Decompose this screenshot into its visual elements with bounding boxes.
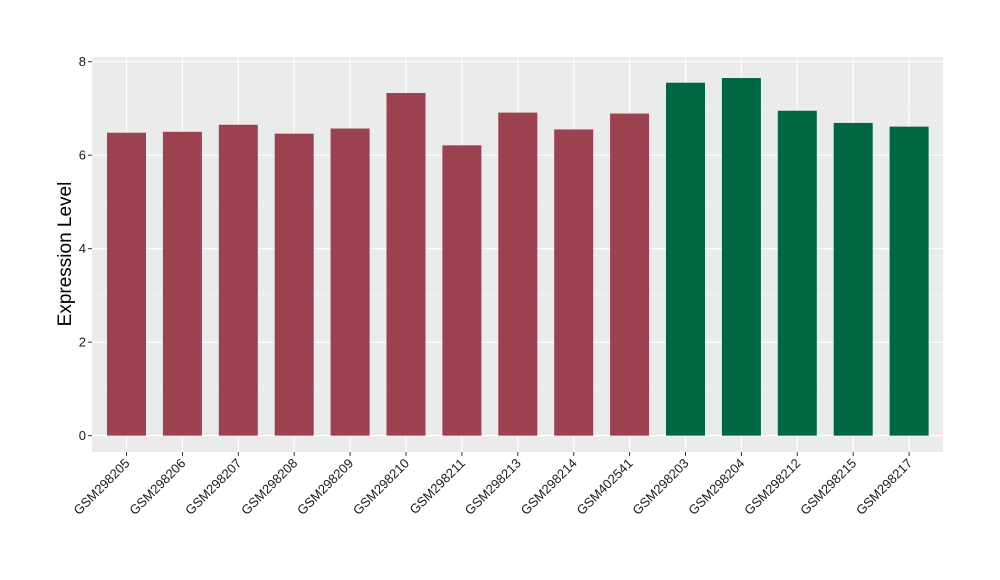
x-tick-label: GSM298213: [462, 456, 524, 518]
x-tick-label: GSM298207: [182, 456, 244, 518]
bars: [107, 78, 929, 436]
bar-GSM298205: [107, 132, 146, 436]
x-tick-label: GSM298208: [238, 456, 300, 518]
x-tick-label: GSM298215: [797, 456, 859, 518]
y-axis: 0 2 4 6 8: [79, 54, 92, 443]
bar-GSM298206: [162, 131, 202, 436]
bar-GSM298203: [666, 82, 705, 436]
x-tick-label: GSM298206: [126, 456, 188, 518]
bar-GSM298209: [330, 128, 370, 436]
x-tick-label: GSM298210: [350, 456, 412, 518]
y-tick-label: 8: [79, 54, 86, 69]
x-tick-label: GSM298204: [685, 456, 747, 518]
bar-GSM298210: [386, 92, 426, 436]
x-tick-label: GSM298205: [70, 456, 132, 518]
bar-GSM402541: [610, 113, 650, 436]
y-tick-label: 4: [79, 241, 86, 256]
bar-GSM298211: [442, 145, 482, 436]
x-axis: GSM298205GSM298206GSM298207GSM298208GSM2…: [70, 452, 915, 518]
bar-GSM298212: [777, 110, 817, 436]
bar-GSM298204: [721, 78, 761, 436]
bar-GSM298215: [833, 122, 873, 436]
bar-GSM298214: [554, 129, 594, 436]
bar-GSM298207: [218, 124, 258, 436]
x-tick-label: GSM298203: [629, 456, 691, 518]
y-tick-label: 2: [79, 335, 86, 350]
x-tick-label: GSM298214: [518, 456, 580, 518]
x-tick-label: GSM298212: [741, 456, 803, 518]
bar-GSM298217: [889, 126, 929, 436]
y-axis-title: Expression Level: [55, 182, 76, 327]
y-tick-label: 6: [79, 148, 86, 163]
y-tick-label: 0: [79, 428, 86, 443]
bar-GSM298208: [274, 133, 314, 436]
bar-GSM298213: [498, 112, 538, 436]
x-tick-label: GSM298209: [294, 456, 356, 518]
x-tick-label: GSM298211: [406, 456, 468, 518]
x-tick-label: GSM298217: [853, 456, 915, 518]
x-tick-label: GSM402541: [573, 456, 635, 518]
